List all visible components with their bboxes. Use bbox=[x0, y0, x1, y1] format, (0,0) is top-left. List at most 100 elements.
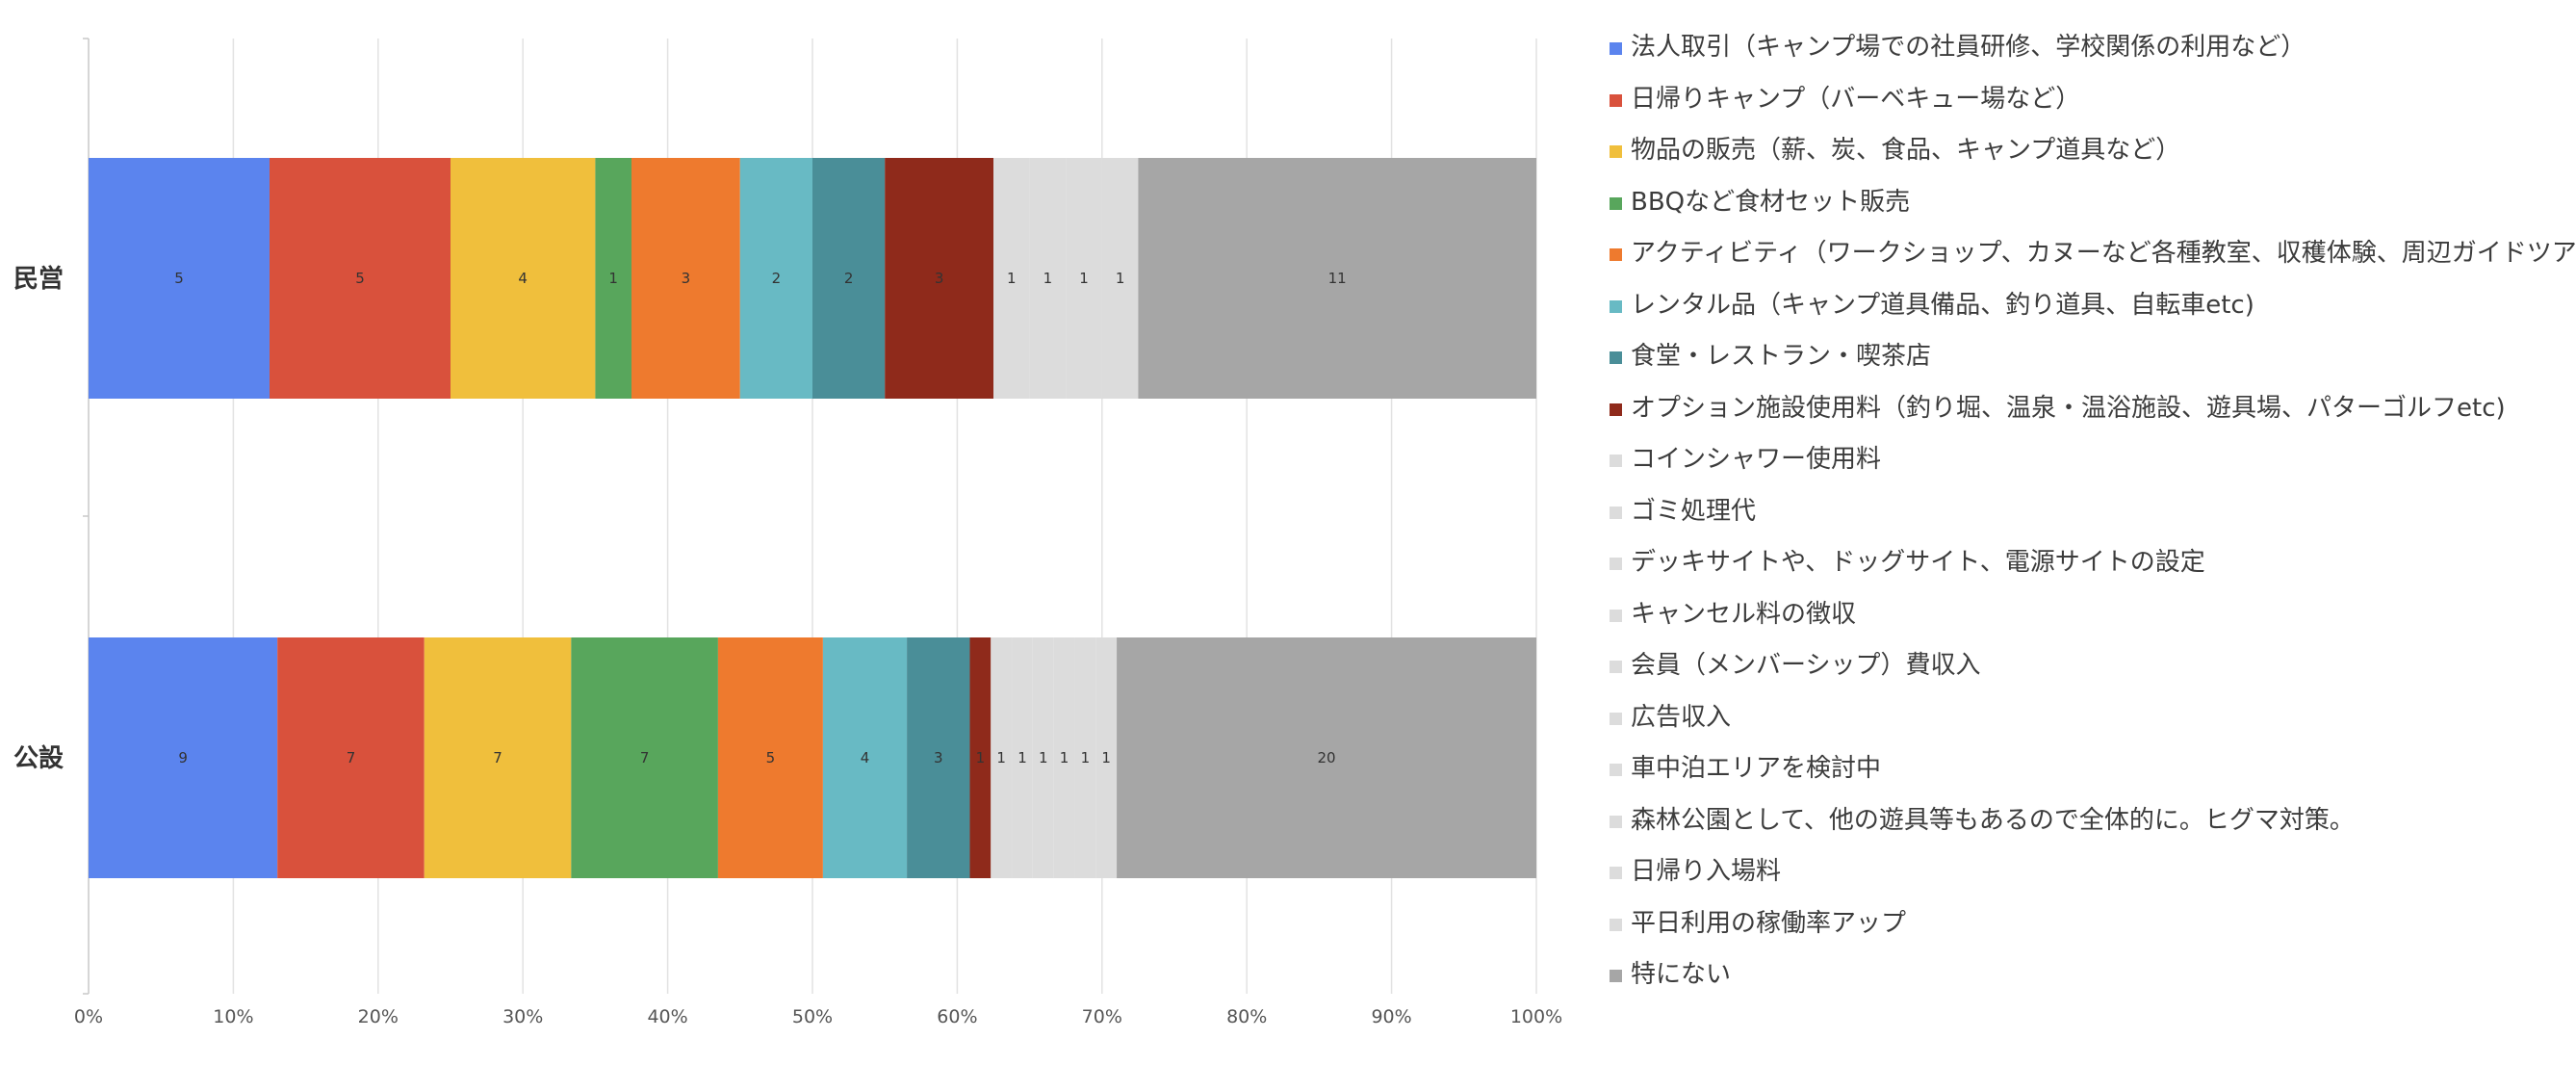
x-tick-label: 0% bbox=[74, 1006, 103, 1027]
bar-segment bbox=[1032, 637, 1054, 878]
x-tick-label: 100% bbox=[1510, 1006, 1562, 1027]
x-tick-label: 70% bbox=[1082, 1006, 1122, 1027]
data-label: 3 bbox=[682, 270, 691, 287]
legend-swatch bbox=[1610, 42, 1622, 55]
bar-segment bbox=[270, 158, 451, 399]
x-tick-label: 20% bbox=[358, 1006, 399, 1027]
data-labels: 5 5 4 1 3 2 2 3 1 1 1 1 119 7 7 7 5 4 3 1 1 1 1 1 1 1 20 bbox=[174, 270, 1347, 766]
data-label: 5 bbox=[355, 270, 365, 287]
x-tick-label: 90% bbox=[1371, 1006, 1411, 1027]
x-tick-label: 30% bbox=[502, 1006, 543, 1027]
legend-swatch bbox=[1610, 455, 1622, 467]
legend-label: キャンセル料の徴収 bbox=[1631, 599, 1857, 629]
data-label: 1 bbox=[1101, 749, 1111, 766]
data-label: 5 bbox=[174, 270, 184, 287]
bar-segment bbox=[1012, 637, 1033, 878]
data-label: 11 bbox=[1328, 270, 1347, 287]
legend-swatch bbox=[1610, 248, 1622, 261]
data-label: 4 bbox=[518, 270, 528, 287]
x-axis-ticks: 0% 10% 20% 30% 40% 50% 60% 70% 80% 90% 100% bbox=[74, 1006, 1562, 1027]
bars bbox=[89, 158, 1536, 878]
legend-swatch bbox=[1610, 918, 1622, 931]
legend-label: ゴミ処理代 bbox=[1631, 496, 1757, 526]
data-label: 1 bbox=[1116, 270, 1125, 287]
bar-segment bbox=[885, 158, 993, 399]
data-label: 1 bbox=[976, 749, 986, 766]
legend-label: 特にない bbox=[1631, 960, 1732, 989]
legend-label: BBQなど食材セット販売 bbox=[1631, 187, 1911, 217]
x-tick-label: 80% bbox=[1226, 1006, 1267, 1027]
bar-segment bbox=[451, 158, 596, 399]
data-label: 1 bbox=[1043, 270, 1053, 287]
data-label: 1 bbox=[1079, 270, 1089, 287]
x-tick-label: 50% bbox=[792, 1006, 833, 1027]
legend-label: 車中泊エリアを検討中 bbox=[1631, 754, 1882, 783]
legend-swatch bbox=[1610, 351, 1622, 364]
legend-label: 森林公園として、他の遊具等もあるので全体的に。ヒグマ対策。 bbox=[1631, 805, 2355, 835]
data-label: 2 bbox=[844, 270, 854, 287]
legend-swatch bbox=[1610, 558, 1622, 570]
bar-segment bbox=[822, 637, 908, 878]
bar-segment bbox=[907, 637, 970, 878]
legend-swatch bbox=[1610, 93, 1622, 107]
legend-label: オプション施設使用料（釣り堀、温泉・温浴施設、遊具場、パターゴルフetc) bbox=[1631, 393, 2506, 423]
legend-label: レンタル品（キャンプ道具備品、釣り道具、自転車etc) bbox=[1631, 290, 2254, 320]
data-label: 4 bbox=[861, 749, 870, 766]
bar-segment bbox=[89, 637, 278, 878]
data-label: 2 bbox=[772, 270, 782, 287]
data-label: 3 bbox=[935, 270, 944, 287]
legend-label: 食堂・レストラン・喫茶店 bbox=[1631, 342, 1932, 371]
legend-swatch bbox=[1610, 764, 1622, 776]
legend-swatch bbox=[1610, 403, 1622, 416]
data-label: 7 bbox=[640, 749, 650, 766]
data-label: 5 bbox=[766, 749, 776, 766]
bar-segment bbox=[739, 158, 812, 399]
x-tick-label: 60% bbox=[937, 1006, 977, 1027]
bar-segment bbox=[1138, 158, 1536, 399]
legend-label: アクティビティ（ワークショップ、カヌーなど各種教室、収穫体験、周辺ガイドツアーな… bbox=[1631, 239, 2576, 268]
bar-segment bbox=[595, 158, 631, 399]
bar-segment bbox=[571, 637, 718, 878]
bar-segment bbox=[89, 158, 270, 399]
legend-label: コインシャワー使用料 bbox=[1631, 445, 1882, 474]
data-label: 3 bbox=[934, 749, 943, 766]
x-tick-label: 10% bbox=[213, 1006, 253, 1027]
bar-segment bbox=[969, 637, 992, 878]
legend-swatch bbox=[1610, 815, 1622, 828]
legend-label: デッキサイトや、ドッグサイト、電源サイトの設定 bbox=[1631, 548, 2205, 577]
legend-label: 日帰り入場料 bbox=[1631, 857, 1782, 886]
legend-swatch bbox=[1610, 196, 1622, 210]
data-label: 1 bbox=[996, 749, 1006, 766]
x-tick-label: 40% bbox=[647, 1006, 687, 1027]
data-label: 7 bbox=[493, 749, 502, 766]
legend-label: 物品の販売（薪、炭、食品、キャンプ道具など） bbox=[1631, 136, 2181, 165]
legend-swatch bbox=[1610, 970, 1622, 982]
data-label: 1 bbox=[1039, 749, 1048, 766]
data-label: 20 bbox=[1317, 749, 1335, 766]
data-label: 1 bbox=[1007, 270, 1017, 287]
legend-swatch bbox=[1610, 867, 1622, 879]
bar-segment bbox=[1066, 158, 1102, 399]
legend-swatch bbox=[1610, 609, 1622, 622]
legend-swatch bbox=[1610, 506, 1622, 519]
legend-swatch bbox=[1610, 145, 1622, 158]
bar-segment bbox=[1117, 637, 1536, 878]
bar-segment bbox=[424, 637, 572, 878]
legend-label: 日帰りキャンプ（バーベキュー場など） bbox=[1631, 84, 2081, 114]
bar-segment bbox=[1074, 637, 1096, 878]
bar-segment bbox=[1029, 158, 1067, 399]
bar-segment bbox=[993, 158, 1030, 399]
category-label: 民営 bbox=[13, 265, 64, 294]
category-label: 公設 bbox=[13, 743, 64, 773]
bar-segment bbox=[277, 637, 425, 878]
legend-label: 平日利用の稼働率アップ bbox=[1631, 908, 1907, 938]
bar-segment bbox=[1095, 637, 1118, 878]
legend-swatch bbox=[1610, 661, 1622, 673]
data-label: 7 bbox=[347, 749, 356, 766]
bar-segment bbox=[717, 637, 823, 878]
bar-segment bbox=[812, 158, 886, 399]
data-label: 1 bbox=[1018, 749, 1027, 766]
bar-segment bbox=[631, 158, 740, 399]
